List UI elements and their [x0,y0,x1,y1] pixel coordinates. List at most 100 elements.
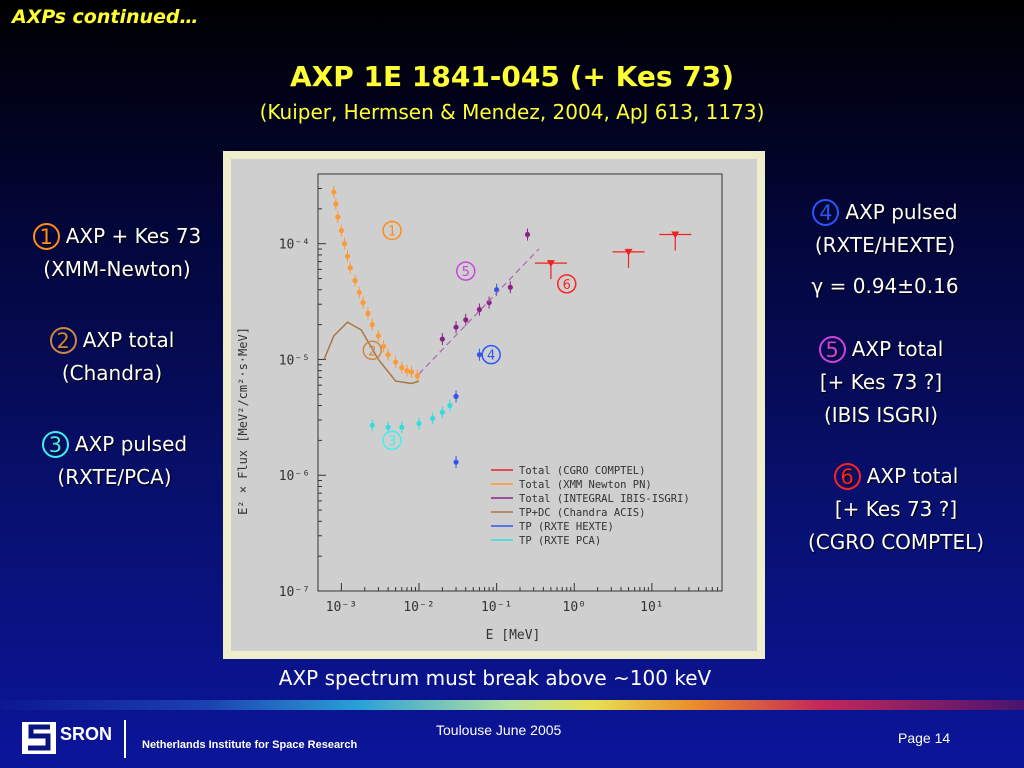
slide-subtitle: (Kuiper, Hermsen & Mendez, 2004, ApJ 613… [259,100,765,124]
chart-legend: Total (CGRO COMPTEL) Total (XMM Newton PN… [491,465,690,547]
annotation-4-line3: γ = 0.94±0.16 [811,274,959,298]
model-dashed-line [418,248,540,375]
data-point [369,322,375,328]
annotation-5-line2: [+ Kes 73 ?] [819,370,943,394]
number-2-badge: 2 [49,327,77,354]
data-point [476,306,483,313]
footer-divider [124,720,126,758]
logo-s-shape [28,724,51,751]
plot-number-label: 2 [368,344,376,359]
annotation-6-line3: (CGRO COMPTEL) [807,530,985,554]
data-point [352,278,358,284]
data-point [381,343,387,349]
data-point [439,336,445,342]
annotation-6-line1: AXP total [866,464,959,488]
plot-background [231,159,757,651]
x-tick-label: 10⁻¹ [481,600,512,615]
data-point [335,214,341,220]
footer-event: Toulouse June 2005 [436,722,562,738]
annotation-4-line2: (RXTE/HEXTE) [814,233,956,257]
legend-entry: TP+DC (Chandra ACIS) [519,507,645,519]
spectrum-figure: 10⁻³ 10⁻² 10⁻¹ 10⁰ 10¹ 10⁻⁷ 10⁻⁶ 10⁻⁵ 10⁻⁴ 1 2 3 4 5… [223,151,765,659]
data-point [369,422,375,428]
x-tick-label: 10¹ [640,600,663,615]
legend-entry: TP (RXTE HEXTE) [519,521,614,533]
data-marks: 1 2 3 4 5 6 [323,185,692,469]
series-curve [323,321,420,385]
annotation-1-line2: (XMM-Newton) [43,257,191,281]
data-point [385,352,391,358]
annotation-4: 4 AXP pulsed (RXTE/HEXTE) γ = 0.94±0.16 [770,196,1000,303]
slide-section-label: AXPs continued… [12,6,199,28]
data-point [430,415,436,421]
data-point [360,299,366,306]
annotation-2: 2 AXP total (Chandra) [12,324,212,390]
data-point [408,369,415,375]
data-point [399,424,405,430]
data-point [447,402,453,409]
data-point [524,231,531,238]
plot-number-label: 3 [388,434,396,449]
annotation-3-line2: (RXTE/PCA) [57,465,172,489]
footer-institute: Netherlands Institute for Space Research [142,739,358,751]
data-point [393,359,399,365]
annotation-4-line1: AXP pulsed [845,200,958,224]
x-tick-label: 10⁻³ [326,600,357,615]
annotation-2-line1: AXP total [82,328,175,352]
data-point [404,368,410,374]
data-point [463,317,469,323]
number-1-badge: 1 [32,223,60,250]
sron-logo: SRON [22,722,112,754]
data-point [414,373,420,379]
plot-number-label: 6 [563,278,571,293]
footer-page-number: Page 14 [898,730,951,746]
data-point [476,352,483,358]
data-point [486,299,492,306]
data-point [344,253,351,259]
number-4-badge: 4 [812,199,840,226]
plot-number-marker [382,220,402,241]
annotation-6: 6 AXP total [+ Kes 73 ?] (CGRO COMPTEL) [778,460,1014,559]
annotation-1-line1: AXP + Kes 73 [65,224,202,248]
data-point [341,241,348,247]
legend-entry: Total (INTEGRAL IBIS-ISGRI) [519,493,690,505]
plot-number-label: 4 [487,349,495,364]
logo-text: SRON [60,724,112,744]
plot-number-label: 1 [388,225,396,240]
spectrum-plot: 10⁻³ 10⁻² 10⁻¹ 10⁰ 10¹ 10⁻⁷ 10⁻⁶ 10⁻⁵ 10⁻⁴ 1 2 3 4 5… [231,159,757,651]
data-point [416,420,422,427]
x-axis-label: E [MeV] [486,628,541,643]
data-point [399,365,405,371]
data-point [507,284,513,290]
annotation-5-line3: (IBIS ISGRI) [823,403,939,427]
legend-entry: TP (RXTE PCA) [519,535,601,547]
number-6-badge: 6 [833,463,861,490]
data-point [333,201,339,207]
data-point [356,289,362,295]
data-point [453,324,459,330]
annotation-6-line2: [+ Kes 73 ?] [834,497,958,521]
annotation-2-line2: (Chandra) [61,361,163,385]
annotation-5: 5 AXP total [+ Kes 73 ?] (IBIS ISGRI) [770,333,992,432]
x-tick-label: 10⁰ [563,600,586,615]
data-point [453,459,459,465]
annotation-3-line1: AXP pulsed [74,432,188,456]
axis-ticks: 10⁻³ 10⁻² 10⁻¹ 10⁰ 10¹ 10⁻⁷ 10⁻⁶ 10⁻⁵ 10⁻⁴ [279,173,723,615]
plot-number-marker [455,261,476,281]
y-tick-label: 10⁻⁴ [279,238,310,253]
y-tick-label: 10⁻⁵ [279,353,310,368]
data-point [331,189,337,195]
plot-number-marker [362,340,383,361]
data-point [453,393,459,399]
data-point [365,310,371,316]
legend-entry: Total (CGRO COMPTEL) [519,465,645,477]
y-axis-label: E² × Flux [MeV²/cm²·s·MeV] [236,327,250,515]
legend-entry: Total (XMM Newton PN) [519,479,652,491]
number-3-badge: 3 [41,431,69,458]
footer-color-band [0,700,1024,710]
plot-number-marker [382,430,402,451]
x-tick-label: 10⁻² [403,600,434,615]
annotation-1: 1 AXP + Kes 73 (XMM-Newton) [12,220,222,286]
annotation-3: 3 AXP pulsed (RXTE/PCA) [12,428,217,494]
slide-caption: AXP spectrum must break above ~100 keV [278,666,712,690]
